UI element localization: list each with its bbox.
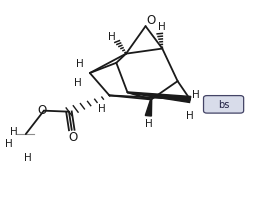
Text: H: H — [5, 138, 12, 148]
Text: H: H — [192, 90, 200, 100]
Text: O: O — [68, 130, 77, 143]
Text: H: H — [145, 118, 153, 128]
Polygon shape — [145, 100, 152, 116]
Text: H: H — [10, 126, 17, 136]
Text: H: H — [108, 32, 116, 42]
Text: H: H — [158, 21, 165, 31]
FancyBboxPatch shape — [204, 96, 244, 114]
Text: H: H — [74, 77, 82, 87]
Polygon shape — [127, 92, 191, 103]
Text: H: H — [186, 111, 194, 121]
Text: O: O — [37, 103, 46, 116]
Text: H: H — [76, 59, 84, 69]
Text: O: O — [146, 13, 155, 26]
Text: bs: bs — [218, 100, 229, 110]
Text: H: H — [98, 104, 106, 114]
Text: H: H — [24, 152, 32, 162]
